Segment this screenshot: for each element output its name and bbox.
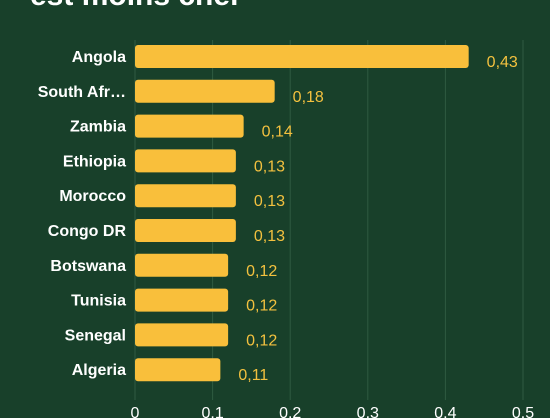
bar	[135, 45, 469, 68]
category-label: South Afr…	[38, 84, 126, 101]
bar	[135, 219, 236, 242]
value-label: 0,12	[246, 298, 277, 315]
value-label: 0,43	[487, 54, 518, 71]
x-axis-ticks: 0 0.1 0.2 0.3 0.4 0.5	[131, 405, 535, 418]
bar	[135, 323, 229, 347]
x-tick-label: 0.4	[434, 405, 456, 418]
category-label: Algeria	[72, 362, 126, 379]
category-label: Tunisia	[71, 293, 126, 310]
category-label: Ethiopia	[63, 153, 126, 170]
x-tick-label: 0.2	[279, 405, 301, 418]
bar	[135, 288, 229, 312]
value-label: 0,12	[246, 263, 277, 280]
bar	[135, 114, 244, 138]
value-label: 0,13	[254, 158, 285, 175]
category-label: Angola	[72, 49, 126, 66]
value-label: 0,14	[262, 124, 293, 141]
value-label: 0,12	[246, 332, 277, 349]
bar	[135, 253, 229, 277]
bar	[135, 358, 221, 382]
value-label: 0,18	[293, 89, 324, 106]
category-label: Morocco	[59, 188, 126, 205]
category-label: Botswana	[50, 258, 126, 275]
category-label: Congo DR	[48, 223, 127, 240]
bar	[135, 184, 236, 208]
x-tick-label: 0.5	[512, 405, 534, 418]
value-labels: 0,43 0,18 0,14 0,13 0,13 0,13 0,12 0,12 0,12 0,11	[238, 54, 518, 384]
bars	[135, 45, 469, 382]
category-labels: Angola South Afr… Zambia Ethiopia Morocco Con…	[38, 49, 127, 379]
value-label: 0,11	[238, 367, 268, 384]
x-tick-label: 0	[131, 405, 140, 418]
x-tick-label: 0.1	[201, 405, 223, 418]
x-tick-label: 0.3	[357, 405, 379, 418]
category-label: Senegal	[65, 327, 126, 344]
value-label: 0,13	[254, 228, 285, 245]
category-label: Zambia	[70, 119, 126, 136]
bar	[135, 149, 236, 173]
chart-title: est moins cher	[30, 0, 242, 14]
value-label: 0,13	[254, 193, 285, 210]
bar	[135, 79, 275, 103]
